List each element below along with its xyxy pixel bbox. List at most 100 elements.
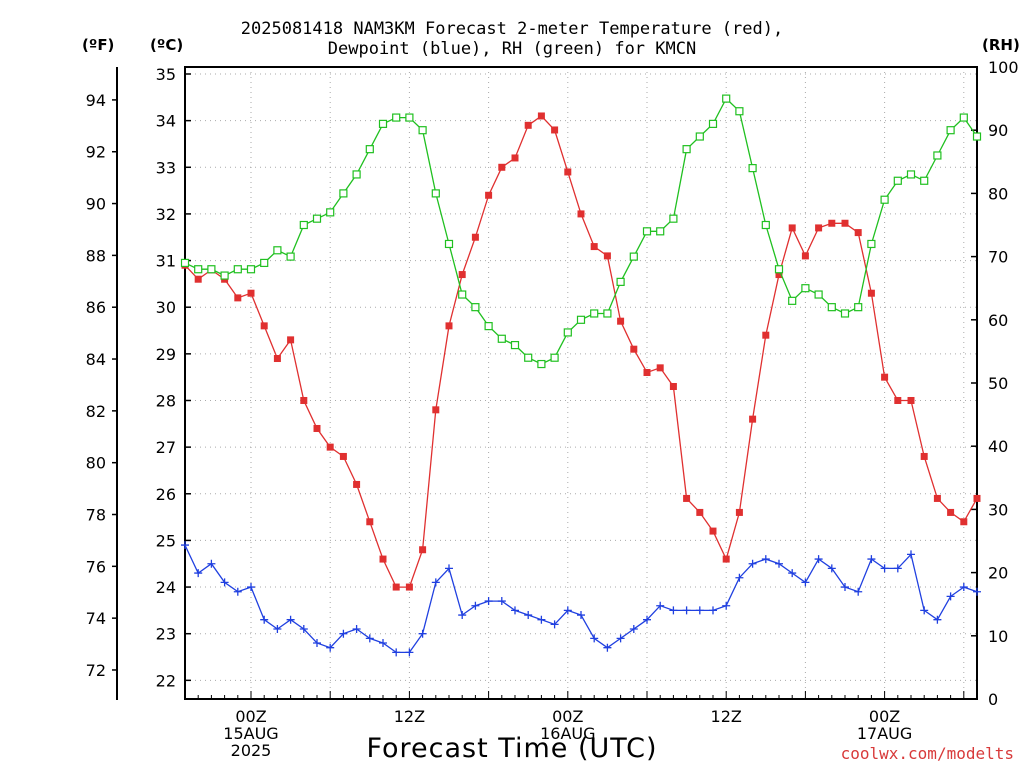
dewpoint-marker [445, 564, 453, 573]
temperature-marker [379, 555, 387, 563]
series-line-temperature [184, 115, 978, 588]
rh-marker [458, 290, 467, 299]
temperature-marker [960, 518, 968, 526]
fahrenheit-tick-label: 76 [86, 557, 106, 576]
rh-marker [260, 258, 269, 268]
temperature-marker [471, 233, 479, 241]
dewpoint-marker [392, 648, 401, 657]
celsius-tick-label: 26 [156, 485, 176, 504]
dewpoint-marker [643, 615, 651, 624]
rh-tick-label: 0 [988, 690, 998, 709]
dewpoint-marker [946, 592, 955, 601]
dewpoint-marker [603, 643, 612, 652]
temperature-marker [775, 271, 783, 279]
temperature-marker [696, 508, 704, 516]
rh-marker [484, 322, 493, 331]
temperature-marker [564, 168, 572, 176]
celsius-tick-label: 34 [156, 112, 176, 131]
dewpoint-marker [616, 634, 625, 643]
rh-marker [682, 145, 691, 154]
temperature-marker [511, 154, 519, 162]
rh-tick-label: 60 [988, 311, 1008, 330]
dewpoint-marker [814, 555, 823, 564]
rh-tick-label: 20 [988, 564, 1008, 583]
dewpoint-marker [220, 578, 229, 587]
x-tick-label: 12Z [711, 707, 742, 726]
dewpoint-marker [471, 601, 480, 610]
rh-marker [867, 239, 876, 249]
rh-marker [207, 265, 216, 274]
rh-tick-label: 30 [988, 500, 1008, 519]
temperature-marker [392, 583, 400, 591]
dewpoint-marker [907, 550, 915, 559]
dewpoint-marker [511, 606, 519, 615]
rh-marker [497, 334, 506, 343]
dewpoint-marker [418, 629, 427, 638]
rh-marker [801, 284, 810, 293]
temperature-marker [788, 224, 796, 232]
x-tick-label: 00Z [869, 707, 900, 726]
credit-text: coolwx.com/modelts [840, 744, 1014, 763]
dewpoint-marker [735, 573, 744, 582]
rh-marker [563, 328, 572, 337]
dewpoint-marker [590, 634, 599, 643]
dewpoint-marker [748, 559, 757, 568]
rh-marker [722, 94, 731, 103]
dewpoint-marker [867, 555, 876, 564]
dewpoint-marker [207, 559, 216, 568]
temperature-marker [287, 336, 295, 344]
dewpoint-marker [669, 606, 678, 615]
rh-marker [339, 189, 348, 198]
rh-marker [246, 265, 256, 274]
celsius-tick-label: 27 [156, 438, 176, 457]
celsius-tick-label: 29 [156, 345, 176, 364]
fahrenheit-tick-label: 72 [86, 661, 106, 680]
temperature-marker [828, 219, 836, 227]
rh-marker [286, 252, 295, 261]
dewpoint-marker [247, 583, 255, 592]
dewpoint-marker [550, 620, 559, 629]
temperature-marker [603, 252, 611, 260]
dewpoint-marker [181, 541, 189, 550]
temperature-marker [801, 252, 809, 260]
fahrenheit-tick-label: 94 [86, 91, 106, 110]
rh-marker [471, 303, 480, 312]
rh-marker [708, 119, 718, 128]
dewpoint-marker [339, 629, 348, 638]
rh-marker [972, 132, 982, 141]
rh-marker [312, 214, 322, 223]
temperature-marker [947, 508, 955, 516]
temperature-marker [709, 527, 717, 535]
fahrenheit-tick-label: 74 [86, 609, 106, 628]
rh-marker [616, 277, 625, 286]
rh-marker [378, 119, 388, 128]
rh-marker [933, 151, 942, 160]
fahrenheit-tick-label: 82 [86, 402, 106, 421]
temperature-marker [669, 382, 677, 390]
x-tick-label: 00Z [552, 707, 583, 726]
temperature-marker [867, 289, 875, 297]
temperature-marker [735, 508, 743, 516]
dewpoint-marker [431, 578, 440, 587]
fahrenheit-tick-label: 86 [86, 298, 106, 317]
temperature-marker [933, 494, 941, 502]
rh-marker [814, 290, 823, 299]
temperature-marker [907, 396, 915, 404]
temperature-marker [722, 555, 730, 563]
dewpoint-marker [854, 587, 863, 596]
temperature-marker [353, 480, 361, 488]
x-tick-label: 00Z [235, 707, 266, 726]
temperature-marker [749, 415, 757, 423]
dewpoint-marker [537, 615, 546, 624]
rh-tick-label: 100 [988, 58, 1019, 77]
fahrenheit-tick-label: 88 [86, 246, 106, 265]
temperature-marker [973, 494, 981, 502]
rh-unit-label: (RH) [982, 36, 1020, 54]
rh-marker [220, 271, 229, 280]
celsius-tick-label: 25 [156, 531, 176, 550]
temperature-marker [273, 355, 281, 363]
rh-marker [233, 265, 242, 274]
temperature-marker [445, 322, 453, 330]
dewpoint-marker [194, 569, 203, 578]
temperature-marker [234, 294, 242, 302]
